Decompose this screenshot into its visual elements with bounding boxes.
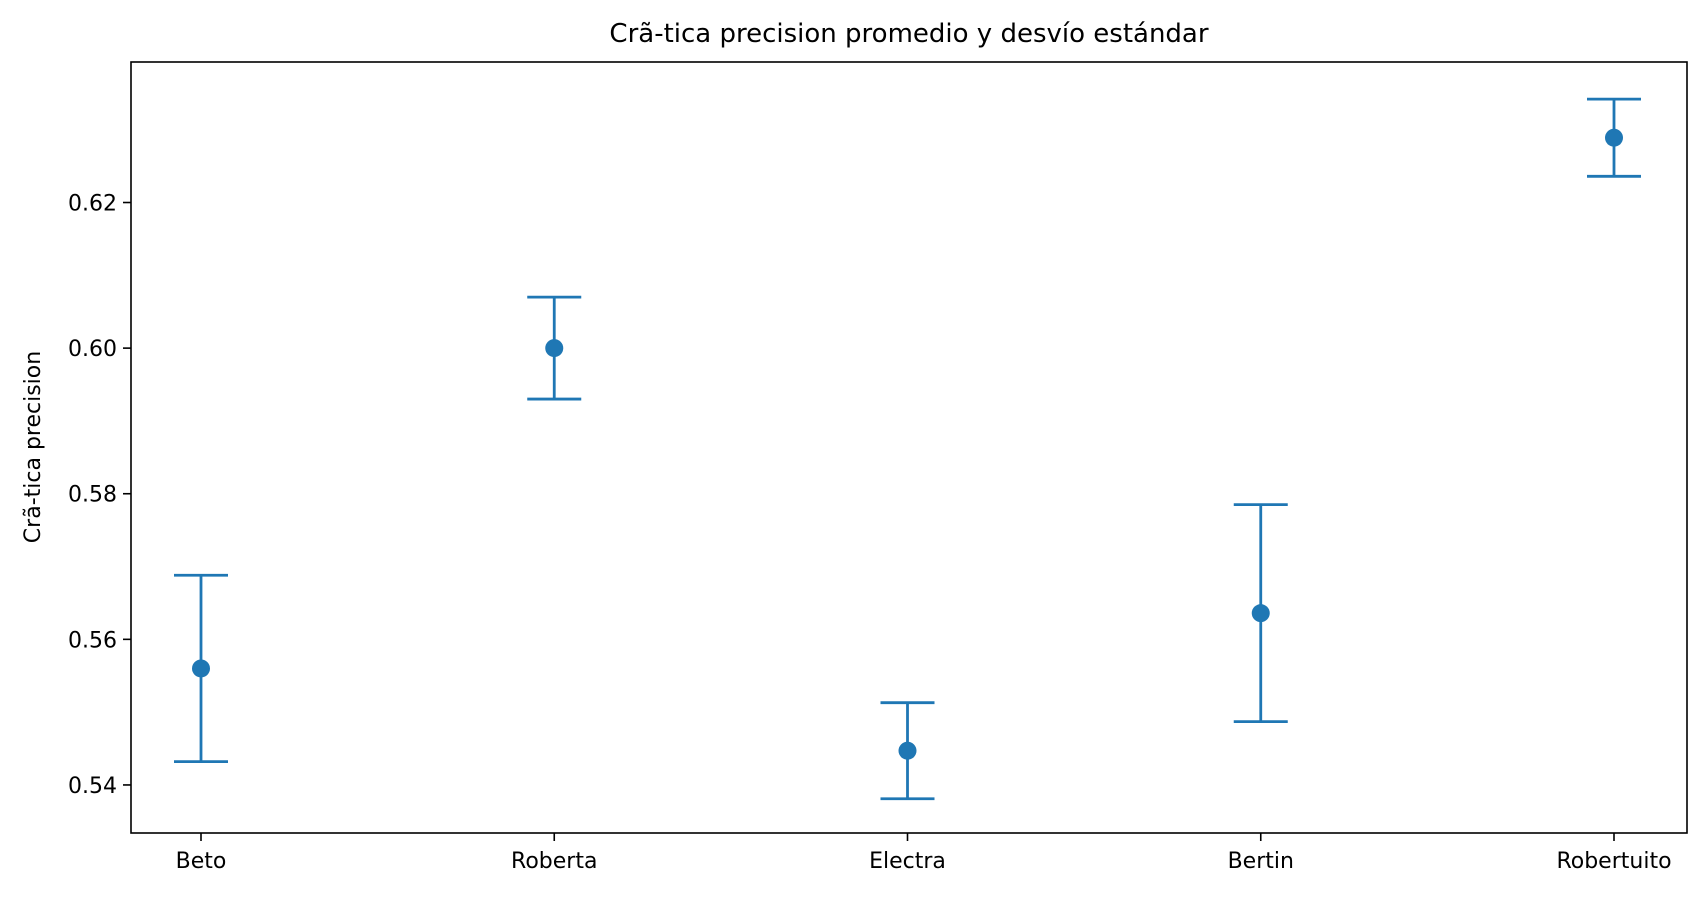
x-tick-label: Electra [869,849,946,874]
y-tick-label: 0.62 [68,192,117,217]
data-point [1605,128,1623,147]
x-tick-label: Bertin [1228,849,1294,874]
data-point [898,741,917,760]
plot-area-frame [130,61,1688,834]
chart-title: Crã-tica precision promedio y desvío est… [609,19,1208,49]
y-tick-label: 0.56 [68,628,117,653]
data-point [192,659,210,678]
x-tick-label: Roberta [511,849,597,874]
y-tick-label: 0.58 [68,483,117,508]
x-tick-label: Robertuito [1556,849,1671,874]
x-axis-ticks: Beto Roberta Electra Bertin Robertuito [176,833,1672,874]
data-marks [174,97,1641,801]
y-axis-label: Crã-tica precision [21,351,46,543]
data-point [545,339,564,358]
data-point [1251,604,1270,623]
y-tick-label: 0.60 [68,337,117,362]
y-axis-ticks: 0.54 0.56 0.58 0.60 0.62 [68,192,131,799]
x-tick-label: Beto [176,849,227,874]
y-tick-label: 0.54 [68,774,117,799]
